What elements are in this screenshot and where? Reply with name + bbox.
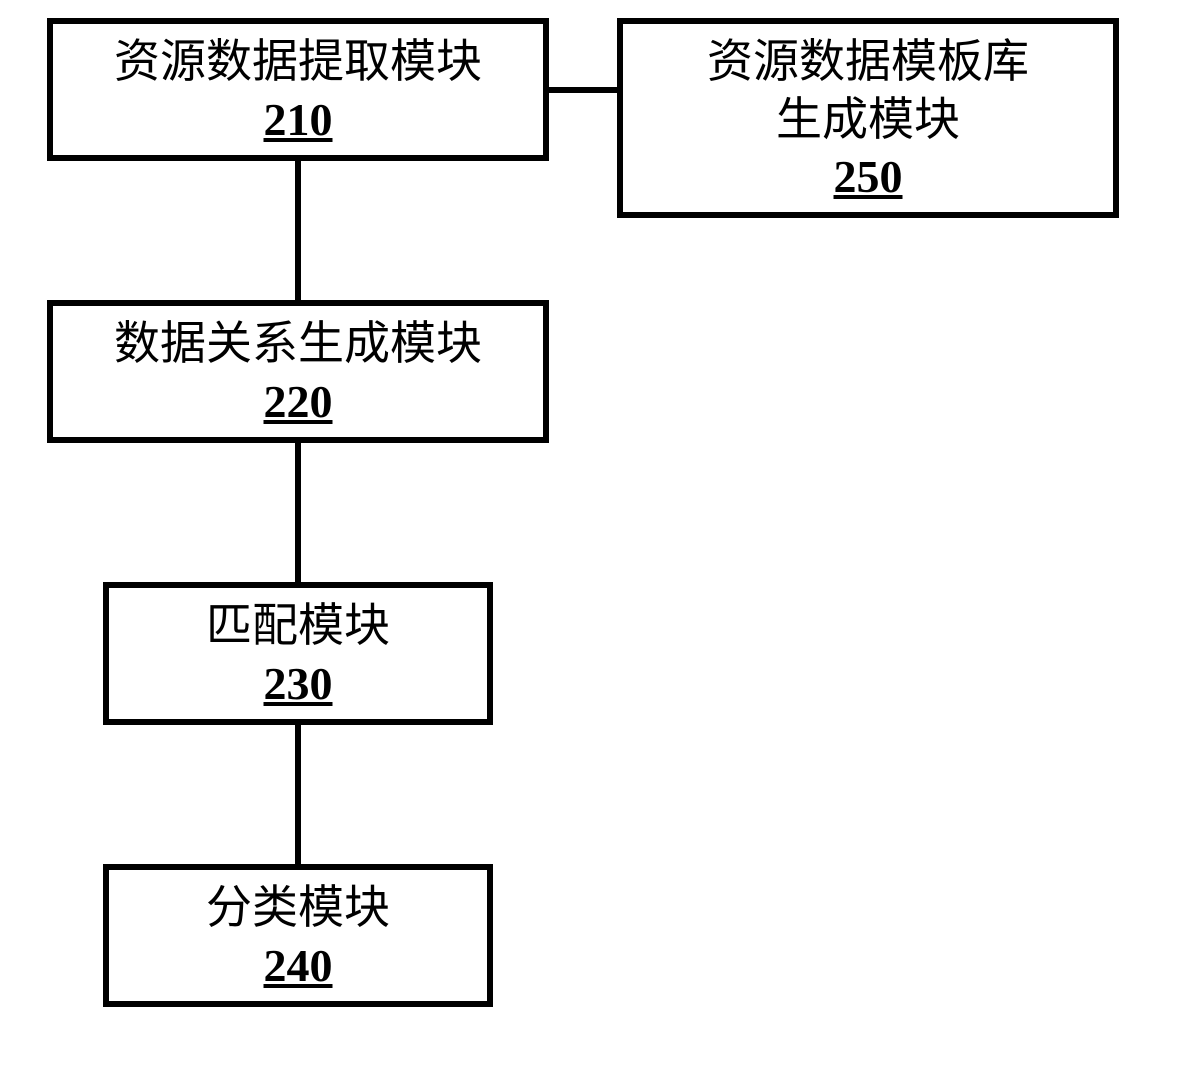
- node-ref: 230: [264, 657, 333, 710]
- edge-n220-n230: [295, 443, 301, 582]
- node-ref: 210: [264, 93, 333, 146]
- node-title: 资源数据提取模块: [114, 33, 482, 91]
- node-ref: 250: [834, 150, 903, 203]
- node-230: 匹配模块230: [103, 582, 493, 725]
- edge-n230-n240: [295, 725, 301, 864]
- node-title: 分类模块: [206, 879, 390, 937]
- edge-n210-n220: [295, 161, 301, 300]
- edge-n210-n250: [549, 87, 617, 93]
- node-250: 资源数据模板库 生成模块250: [617, 18, 1119, 218]
- node-title: 匹配模块: [206, 597, 390, 655]
- node-210: 资源数据提取模块210: [47, 18, 549, 161]
- node-title: 数据关系生成模块: [114, 315, 482, 373]
- node-220: 数据关系生成模块220: [47, 300, 549, 443]
- node-ref: 240: [264, 939, 333, 992]
- node-240: 分类模块240: [103, 864, 493, 1007]
- node-title: 资源数据模板库 生成模块: [707, 33, 1029, 148]
- node-ref: 220: [264, 375, 333, 428]
